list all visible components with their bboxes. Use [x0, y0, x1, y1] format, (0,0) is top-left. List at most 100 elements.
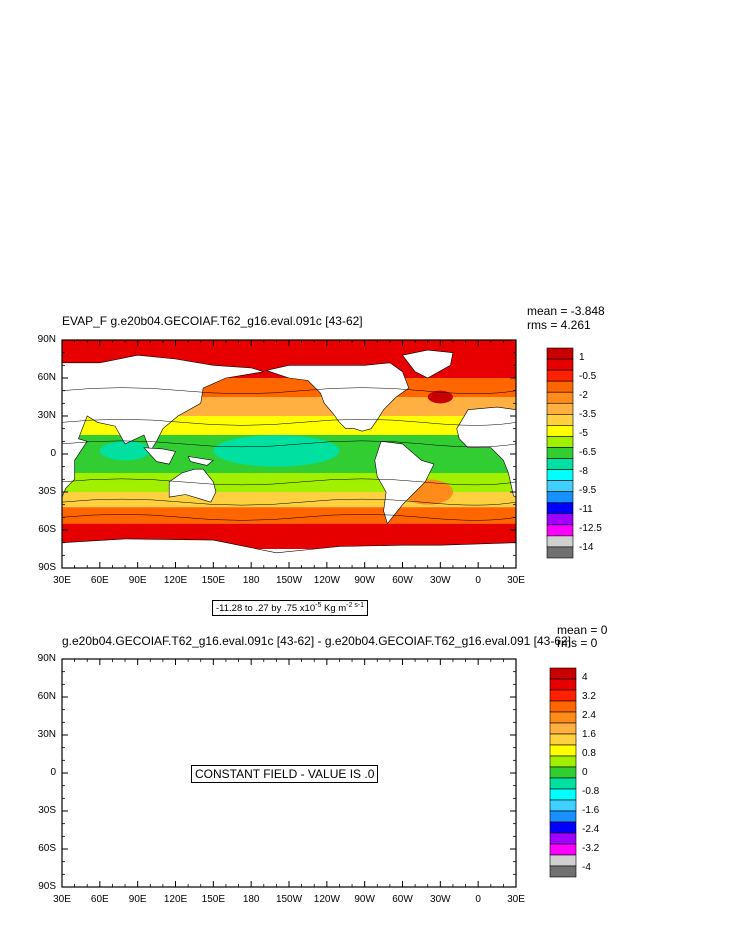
colorbar-label: 2.4 — [582, 709, 596, 721]
x-tick-label: 30W — [430, 894, 451, 905]
x-tick-label: 0 — [475, 894, 481, 905]
panel2-title: g.e20b04.GECOIAF.T62_g16.eval.091c [43-6… — [62, 634, 571, 648]
x-tick-label: 150W — [275, 575, 303, 586]
colorbar-swatch — [549, 843, 577, 856]
info-box-exponent: -5 — [315, 602, 322, 609]
evap-patch — [99, 441, 151, 461]
x-tick-label: 180 — [242, 575, 260, 586]
evap-band — [62, 507, 516, 524]
land-mask — [62, 354, 264, 498]
colorbar-label: 0 — [582, 766, 588, 778]
x-tick-label: 120W — [313, 575, 340, 586]
panel1-title: EVAP_F g.e20b04.GECOIAF.T62_g16.eval.091… — [62, 314, 363, 328]
colorbar-label: -3.5 — [579, 408, 597, 420]
y-tick-label: 60N — [37, 372, 56, 383]
colorbar-label: -4 — [582, 861, 591, 873]
colorbar-label: -2 — [579, 389, 588, 401]
colorbar-label: -3.2 — [582, 842, 600, 854]
colorbar-swatch — [549, 744, 577, 757]
contour-line — [62, 514, 516, 521]
x-tick-label: 30E — [53, 575, 71, 586]
x-tick-label: 120E — [163, 894, 188, 905]
y-tick-label: 60S — [38, 843, 56, 854]
x-tick-label: 30E — [507, 894, 525, 905]
colorbar-label: -2.4 — [582, 823, 600, 835]
colorbar-swatch — [549, 689, 577, 702]
y-tick-label: 30N — [37, 729, 56, 740]
colorbar-swatch — [549, 865, 577, 878]
y-tick-label: 0 — [50, 767, 56, 778]
panel1-info-box: -11.28 to .27 by .75 x10-5 Kg m-2 s-1 — [212, 600, 369, 617]
x-tick-label: 60E — [90, 575, 109, 586]
x-tick-label: 150E — [201, 894, 226, 905]
colorbar-label: -1.6 — [582, 804, 600, 816]
colorbar-swatch — [549, 854, 577, 867]
colorbar-label: -0.5 — [579, 370, 597, 382]
land-mask — [456, 406, 516, 498]
contour-line — [62, 440, 516, 448]
colorbar-swatch — [549, 799, 577, 812]
y-tick-label: 90S — [38, 881, 56, 892]
land-mask — [143, 447, 176, 465]
colorbar-swatch — [549, 733, 577, 746]
panel2-rms: rms = 0 — [557, 636, 598, 650]
x-tick-label: 60W — [392, 894, 413, 905]
y-tick-label: 90N — [37, 653, 56, 664]
x-tick-label: 150E — [201, 575, 226, 586]
y-tick-label: 60S — [38, 524, 56, 535]
panel2-mean: mean = 0 — [557, 623, 608, 637]
colorbar-label: 3.2 — [582, 690, 596, 702]
colorbar-swatch — [549, 777, 577, 790]
colorbar-label: -11 — [579, 504, 593, 516]
contour-line — [62, 498, 516, 506]
colorbar-label: -8 — [579, 466, 588, 478]
x-tick-label: 90E — [128, 894, 147, 905]
colorbar-label: -6.5 — [579, 447, 597, 458]
constant-field-note: CONSTANT FIELD - VALUE IS .0 — [191, 765, 379, 783]
panel2-plot-area — [61, 658, 517, 888]
y-tick-label: 0 — [50, 448, 56, 459]
y-tick-label: 90S — [38, 562, 56, 573]
x-tick-label: 30W — [430, 575, 451, 586]
colorbar-swatch — [549, 821, 577, 834]
panel1-plot-area — [61, 339, 517, 569]
colorbar-swatch — [549, 722, 577, 735]
x-tick-label: 90W — [354, 894, 375, 905]
x-tick-label: 60E — [90, 894, 109, 905]
colorbar-label: 0.8 — [582, 747, 596, 759]
y-tick-label: 30S — [38, 486, 56, 497]
colorbar-label: 4 — [582, 671, 588, 683]
panel1-rms: rms = 4.261 — [527, 318, 591, 332]
colorbar-label: -9.5 — [579, 485, 597, 497]
colorbar-swatch — [549, 810, 577, 823]
y-tick-label: 90N — [37, 334, 56, 345]
info-box-unit: Kg m — [321, 603, 347, 615]
land-mask — [187, 456, 215, 466]
contour-line — [62, 387, 516, 394]
panel2-colorbar — [549, 667, 577, 878]
land-mask — [265, 362, 410, 432]
colorbar-swatch — [549, 667, 577, 680]
colorbar-swatch — [549, 788, 577, 801]
colorbar-label: -5 — [579, 427, 588, 439]
x-tick-label: 180 — [242, 894, 260, 905]
colorbar-swatch — [549, 832, 577, 845]
colorbar-label: -14 — [579, 542, 594, 554]
land-mask — [401, 349, 454, 379]
info-box-unit-exponent: -2 s-1 — [346, 602, 365, 609]
x-tick-label: 150W — [275, 894, 303, 905]
y-tick-label: 30S — [38, 805, 56, 816]
colorbar-swatch — [549, 700, 577, 713]
colorbar-label: -12.5 — [579, 523, 602, 535]
x-tick-label: 60W — [392, 575, 413, 586]
colorbar-swatch — [549, 755, 577, 768]
colorbar-label: -0.8 — [582, 785, 600, 797]
x-tick-label: 0 — [475, 575, 481, 586]
evap-patch — [213, 435, 340, 467]
contour-line — [62, 419, 516, 426]
colorbar-label: 1.6 — [582, 728, 596, 740]
colorbar-swatch — [546, 546, 574, 559]
x-tick-label: 90W — [354, 575, 375, 586]
